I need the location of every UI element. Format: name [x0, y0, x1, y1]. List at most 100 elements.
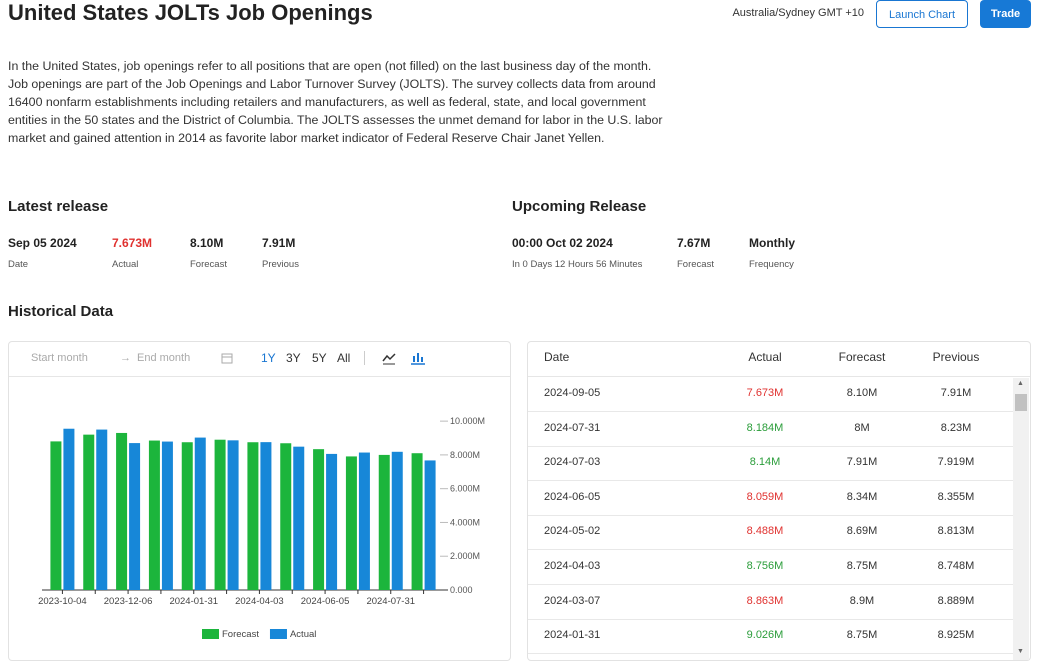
scroll-down[interactable]: ▼	[1017, 648, 1024, 655]
release-label: Date	[8, 259, 29, 270]
start-month-input[interactable]: Start month	[31, 352, 88, 364]
range-button[interactable]: All	[337, 351, 351, 365]
bar	[345, 456, 357, 590]
bar	[96, 429, 108, 590]
scrollbar[interactable]	[1013, 378, 1029, 660]
table-cell: 8.488M	[746, 525, 784, 538]
range-button[interactable]: 1Y	[261, 351, 276, 365]
row-divider	[528, 584, 1013, 585]
description: In the United States, job openings refer…	[8, 59, 663, 145]
legend-label: Forecast	[222, 629, 259, 640]
section-title: Upcoming Release	[512, 198, 647, 215]
bar	[326, 453, 338, 590]
table-cell: 7.91M	[846, 456, 878, 469]
table-cell: 2024-05-02	[544, 525, 601, 538]
range-button[interactable]: 3Y	[286, 351, 301, 365]
bar	[148, 440, 160, 590]
scrollbar-thumb[interactable]	[1015, 394, 1027, 411]
table-cell: 2024-09-05	[544, 387, 601, 399]
table-cell: 2024-07-03	[544, 456, 601, 469]
range-button[interactable]: 5Y	[312, 351, 327, 365]
calendar-icon[interactable]	[221, 352, 233, 364]
row-divider	[528, 618, 1013, 620]
table-cell: 2024-06-05	[544, 490, 601, 503]
column-header: Date	[544, 350, 570, 364]
bar	[378, 454, 390, 590]
table-cell: 9.026M	[746, 629, 784, 642]
table-cell: 8.75M	[846, 560, 878, 572]
row-divider	[528, 445, 1013, 447]
bar	[63, 428, 75, 590]
release-label: Forecast	[190, 259, 227, 270]
bar	[260, 442, 272, 590]
bar	[161, 441, 173, 590]
y-tick-label: 8.000M	[450, 450, 480, 460]
row-divider	[528, 549, 1013, 551]
scroll-up[interactable]: ▲	[1017, 380, 1024, 387]
table-cell: 8.355M	[937, 490, 975, 503]
table-cell: 8.184M	[746, 421, 784, 434]
divider	[528, 376, 1030, 377]
bar	[116, 432, 128, 590]
timezone[interactable]: Australia/Sydney GMT +10	[732, 7, 864, 19]
table-cell: 2024-07-31	[544, 421, 601, 434]
table-cell: 8.75M	[846, 629, 878, 642]
table-cell: 8.925M	[937, 629, 975, 642]
release-value: 7.91M	[262, 236, 296, 250]
bar	[424, 460, 436, 590]
table-cell: 7.673M	[746, 387, 784, 399]
table-cell: 8.059M	[746, 490, 784, 503]
launch-chart-button[interactable]: Launch Chart	[876, 0, 968, 28]
table-cell: 8.23M	[940, 421, 972, 434]
release-value: 7.67M	[677, 236, 711, 250]
table-cell: 8M	[854, 421, 870, 434]
y-tick-label: 10.000M	[450, 416, 485, 426]
row-divider	[528, 411, 1013, 412]
bar	[50, 441, 62, 590]
separator	[364, 351, 365, 365]
release-label: Frequency	[749, 259, 794, 270]
bar	[181, 442, 193, 590]
trade-button[interactable]: Trade	[980, 0, 1031, 28]
table-cell: 8.34M	[846, 490, 878, 503]
bar	[411, 453, 423, 590]
bar	[227, 440, 239, 590]
bar	[358, 452, 370, 590]
bar	[129, 443, 141, 590]
legend-swatch	[269, 629, 287, 639]
y-tick-label: 0.000	[450, 585, 473, 595]
table-cell: 8.889M	[937, 594, 975, 607]
table-cell: 8.10M	[846, 387, 878, 399]
release-value: 8.10M	[190, 236, 224, 250]
bar	[214, 439, 226, 590]
row-divider	[528, 480, 1013, 482]
bar	[83, 434, 95, 590]
line-chart-icon[interactable]	[381, 350, 397, 366]
y-tick-label: 2.000M	[450, 551, 480, 561]
release-label: Actual	[112, 259, 139, 270]
legend-label: Actual	[290, 629, 316, 640]
end-month-input[interactable]: End month	[137, 352, 191, 364]
bar-chart-icon[interactable]	[410, 350, 426, 366]
x-tick-label: 2024-04-03	[235, 596, 284, 607]
bar	[313, 449, 325, 590]
column-header: Actual	[748, 350, 782, 364]
table-cell: 8.863M	[746, 594, 784, 607]
release-value: 7.673M	[112, 236, 153, 250]
chart: 0.000 2.000M 4.000M 6.000M 8.000M 10.000M 2023…	[38, 416, 485, 640]
release-value: Sep 05 2024	[8, 236, 77, 250]
table-cell: 8.14M	[749, 456, 781, 469]
bar	[247, 442, 259, 590]
bar	[391, 451, 403, 590]
table-cell: 7.91M	[940, 387, 972, 399]
section-title: Latest release	[8, 198, 109, 215]
release-label: Forecast	[677, 259, 714, 270]
legend-swatch	[202, 629, 219, 639]
table-cell: 7.919M	[937, 456, 975, 469]
table-cell: 8.748M	[937, 560, 975, 572]
chart-panel	[8, 341, 511, 661]
y-tick-label: 6.000M	[450, 484, 480, 494]
arrow: →	[120, 352, 131, 364]
table-cell: 8.813M	[937, 525, 975, 538]
table-cell: 8.9M	[849, 594, 875, 607]
